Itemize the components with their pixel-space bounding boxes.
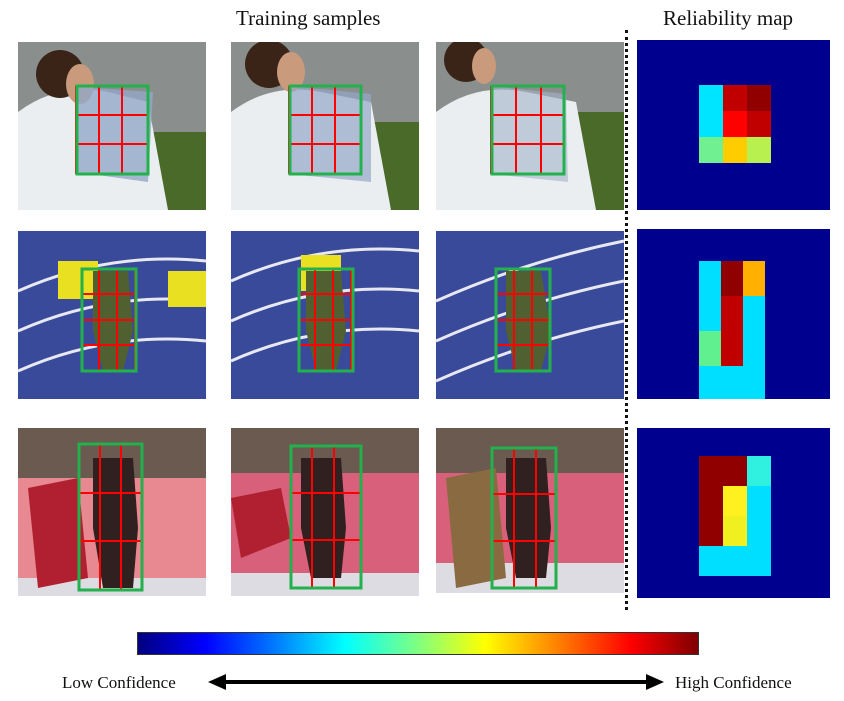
reliability-cell bbox=[699, 296, 721, 331]
reliability-cell bbox=[723, 111, 747, 137]
training-samples-heading: Training samples bbox=[236, 6, 381, 30]
reliability-map-1 bbox=[637, 40, 830, 210]
reliability-cell bbox=[699, 366, 721, 399]
training-sample-3-3 bbox=[436, 428, 624, 596]
training-sample-1-2 bbox=[231, 42, 419, 210]
training-sample-2-1 bbox=[18, 231, 206, 399]
training-sample-3-1 bbox=[18, 428, 206, 596]
reliability-cell bbox=[747, 546, 771, 576]
reliability-cell bbox=[747, 137, 771, 163]
reliability-cell bbox=[747, 486, 771, 516]
double-arrow-icon bbox=[208, 674, 664, 690]
reliability-cell bbox=[723, 456, 747, 486]
reliability-cell bbox=[721, 261, 743, 296]
reliability-map-2-grid bbox=[699, 261, 765, 399]
reliability-cell bbox=[723, 85, 747, 111]
reliability-cell bbox=[723, 137, 747, 163]
column-divider bbox=[625, 30, 628, 610]
training-sample-2-3 bbox=[436, 231, 624, 399]
reliability-cell bbox=[723, 516, 747, 546]
reliability-cell bbox=[721, 331, 743, 366]
reliability-cell bbox=[747, 516, 771, 546]
reliability-cell bbox=[747, 111, 771, 137]
reliability-map-heading: Reliability map bbox=[663, 6, 794, 30]
reliability-map-1-grid bbox=[699, 85, 771, 163]
reliability-cell bbox=[699, 516, 723, 546]
reliability-cell bbox=[699, 546, 723, 576]
reliability-map-2 bbox=[637, 229, 830, 399]
confidence-colorbar bbox=[137, 632, 699, 655]
reliability-cell bbox=[699, 456, 723, 486]
reliability-cell bbox=[721, 366, 743, 399]
training-sample-3-2 bbox=[231, 428, 419, 596]
high-confidence-label: High Confidence bbox=[675, 673, 792, 692]
training-sample-1-3 bbox=[436, 42, 624, 210]
reliability-cell bbox=[747, 85, 771, 111]
reliability-cell bbox=[723, 546, 747, 576]
training-sample-1-1 bbox=[18, 42, 206, 210]
reliability-cell bbox=[699, 331, 721, 366]
reliability-cell bbox=[747, 456, 771, 486]
reliability-cell bbox=[699, 111, 723, 137]
reliability-cell bbox=[699, 486, 723, 516]
reliability-cell bbox=[699, 261, 721, 296]
reliability-map-3-grid bbox=[699, 456, 771, 576]
reliability-cell bbox=[743, 331, 765, 366]
training-sample-2-2 bbox=[231, 231, 419, 399]
reliability-cell bbox=[743, 366, 765, 399]
reliability-map-3 bbox=[637, 428, 830, 598]
reliability-cell bbox=[743, 296, 765, 331]
reliability-cell bbox=[721, 296, 743, 331]
reliability-cell bbox=[699, 137, 723, 163]
low-confidence-label: Low Confidence bbox=[62, 673, 176, 692]
reliability-cell bbox=[699, 85, 723, 111]
reliability-cell bbox=[743, 261, 765, 296]
reliability-cell bbox=[723, 486, 747, 516]
